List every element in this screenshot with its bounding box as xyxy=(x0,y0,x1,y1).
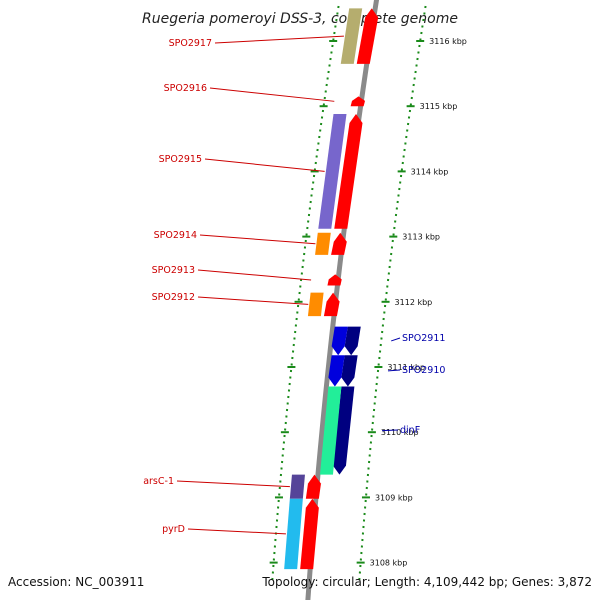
ruler-right xyxy=(356,5,427,581)
cds-block-SPO2913 xyxy=(327,274,342,286)
cog-block-SPO2915 xyxy=(318,114,347,229)
label-leader xyxy=(391,337,401,342)
cds-block-SPO2916 xyxy=(350,96,366,107)
tick-label: 3108 kbp xyxy=(370,559,408,568)
cds-block-pyrD xyxy=(300,498,319,570)
tick-label: 3114 kbp xyxy=(411,167,449,176)
label-leader xyxy=(214,35,344,44)
cds-block-SPO2917 xyxy=(356,8,379,64)
label-leader xyxy=(209,87,335,102)
gene-label-SPO2911: SPO2911 xyxy=(402,333,445,344)
cds-block-SPO2912 xyxy=(323,292,340,317)
tick-label: 3110 kbp xyxy=(381,428,419,437)
cog-block-pyrD xyxy=(284,498,303,570)
gene-labels: SPO2917 SPO2916 SPO2915 SPO2914 SPO2913 SPO29… xyxy=(143,35,445,535)
gene-label-arsC-1: arsC-1 xyxy=(143,476,174,487)
cog-block-SPO2917 xyxy=(340,8,363,64)
tick-label: 3116 kbp xyxy=(429,37,467,46)
label-leader xyxy=(199,234,316,245)
cog-block-dinF xyxy=(319,386,342,475)
tick-label: 3112 kbp xyxy=(395,298,433,307)
label-leader xyxy=(197,269,312,281)
gene-label-pyrD: pyrD xyxy=(162,524,185,535)
tick-label: 3111 kbp xyxy=(387,363,425,372)
gene-label-SPO2912: SPO2912 xyxy=(152,292,195,303)
label-leader xyxy=(197,296,309,305)
ruler-left xyxy=(269,5,340,581)
cog-block-arsC-1 xyxy=(289,474,305,499)
gene-label-SPO2916: SPO2916 xyxy=(164,83,207,94)
gene-label-SPO2913: SPO2913 xyxy=(152,265,195,276)
tick-label: 3115 kbp xyxy=(420,102,458,111)
cds-block-arsC-1 xyxy=(305,474,321,499)
gene-label-SPO2915: SPO2915 xyxy=(159,154,202,165)
cds-block-dinF xyxy=(332,386,355,475)
tick-label: 3109 kbp xyxy=(375,493,413,502)
label-leader xyxy=(382,429,399,432)
cog-block-SPO2911 xyxy=(331,326,348,356)
cds-block-SPO2914 xyxy=(331,232,347,255)
label-leader xyxy=(387,369,401,372)
label-leader xyxy=(176,480,290,488)
accession-text: Accession: NC_003911 xyxy=(8,575,144,589)
map-title: Ruegeria pomeroyi DSS-3, complete genome xyxy=(142,11,458,27)
tick-label: 3113 kbp xyxy=(402,233,440,242)
gene-label-SPO2917: SPO2917 xyxy=(169,38,212,49)
gene-features xyxy=(284,8,379,570)
cog-block-SPO2914 xyxy=(315,232,331,255)
cds-block-SPO2915 xyxy=(334,114,363,229)
cog-block-SPO2910 xyxy=(328,355,345,387)
gene-label-SPO2914: SPO2914 xyxy=(154,230,197,241)
cds-block-SPO2910 xyxy=(341,355,358,387)
gene-label-SPO2910: SPO2910 xyxy=(402,365,445,376)
cog-block-SPO2912 xyxy=(307,292,324,317)
gene-label-dinF: dinF xyxy=(400,425,420,436)
label-leader xyxy=(204,158,325,172)
cds-block-SPO2911 xyxy=(344,326,361,356)
topology-text: Topology: circular; Length: 4,109,442 bp… xyxy=(261,575,592,589)
tick-labels: 3116 kbp 3115 kbp 3114 kbp 3113 kbp 3112 kbp… xyxy=(370,37,467,568)
label-leader xyxy=(187,528,286,535)
